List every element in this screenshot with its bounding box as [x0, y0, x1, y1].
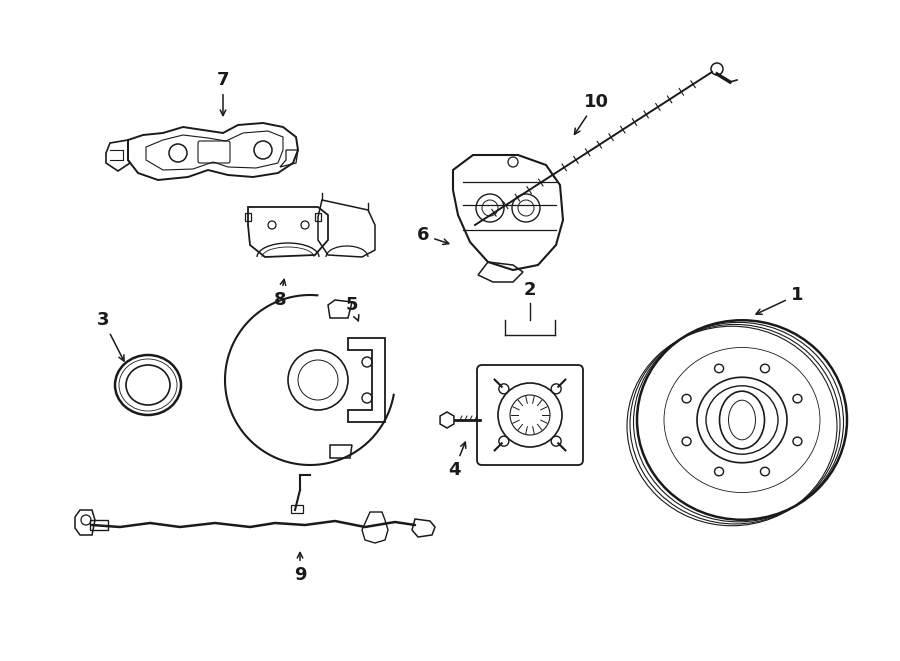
Text: 2: 2: [524, 281, 536, 299]
Bar: [90, 520, 108, 530]
Text: 4: 4: [448, 442, 466, 479]
Text: 9: 9: [293, 553, 306, 584]
Bar: [245, 213, 251, 221]
Text: 10: 10: [574, 93, 608, 134]
Bar: [291, 505, 303, 513]
Text: 6: 6: [417, 226, 449, 245]
Text: 1: 1: [756, 286, 803, 314]
Text: 7: 7: [217, 71, 230, 116]
Text: 5: 5: [346, 296, 359, 321]
Text: 8: 8: [274, 280, 286, 309]
Text: 3: 3: [97, 311, 124, 361]
Bar: [315, 213, 321, 221]
